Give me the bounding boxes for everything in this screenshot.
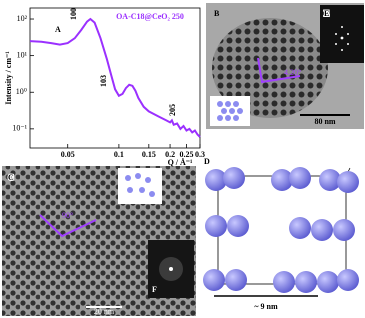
x-tick-label: 0.1: [114, 150, 124, 159]
panel-label: A: [55, 25, 61, 34]
panel-label: B: [214, 9, 220, 18]
spheres: [203, 167, 359, 293]
angle-mark: [39, 214, 97, 238]
data-line: [29, 17, 201, 138]
x-tick-label: 0.2: [165, 150, 175, 159]
x-tick-label: 0.05: [61, 150, 75, 159]
size-label: ~ 9 nm: [254, 302, 278, 311]
angle-mark: [257, 57, 301, 84]
y-axis-label: Intensity / cm⁻¹: [4, 51, 13, 105]
scale-label: 80 nm: [314, 117, 335, 126]
particle-cluster: [212, 18, 328, 118]
scale-bar: [86, 306, 122, 308]
y-tick-label: 10⁻¹: [12, 124, 27, 133]
inset-spheres: [125, 173, 155, 197]
y-tick-label: 10¹: [17, 50, 28, 59]
y-tick-label: 10²: [17, 14, 28, 23]
angle-label: 4.20°: [284, 68, 301, 77]
scale-bar: [300, 114, 350, 116]
y-tick-label: 10⁰: [16, 87, 27, 96]
x-axis-label: Q / Å⁻¹: [168, 158, 193, 167]
fft-center: [169, 267, 173, 271]
panel-label: C: [8, 173, 14, 182]
panel-label: F: [152, 285, 157, 294]
panel-label: D: [204, 157, 210, 166]
x-tick-label: 0.25: [180, 150, 194, 159]
x-tick-label: 0.15: [142, 150, 156, 159]
fft-e: [320, 5, 364, 63]
inset-spheres: [217, 101, 243, 121]
fft-spots: [335, 26, 349, 51]
angle-label: 90°: [62, 211, 73, 220]
peak-label: 205: [168, 104, 177, 116]
peak-label: 103: [99, 75, 108, 87]
inset-model: [118, 168, 162, 204]
plot-frame: [29, 7, 201, 149]
x-tick-label: 0.3: [195, 150, 205, 159]
peak-label: 100: [69, 8, 78, 20]
panel-label: E: [324, 9, 329, 18]
scale-label: 20 nm: [94, 307, 115, 316]
chart-title: OA-C18@CeO₂ 250: [116, 12, 184, 21]
